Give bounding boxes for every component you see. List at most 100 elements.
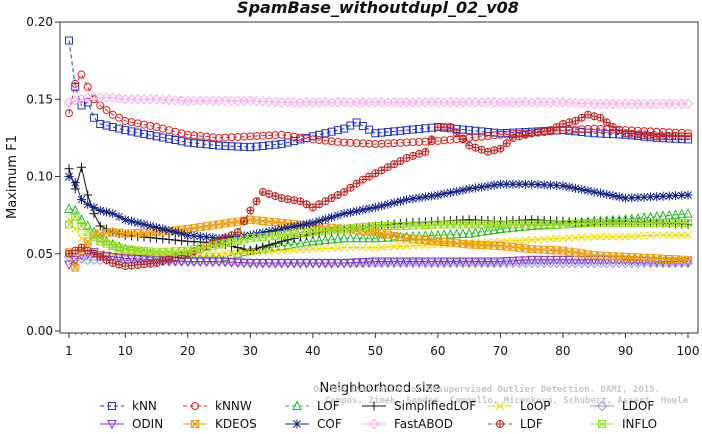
data-point-cof bbox=[564, 182, 574, 192]
data-point-loop bbox=[208, 249, 217, 258]
data-point-knnw bbox=[390, 139, 399, 148]
credit-line-1: On the Evaluation of Unsupervised Outlie… bbox=[313, 384, 660, 395]
legend-label-ldf: LDF bbox=[520, 417, 543, 431]
data-point-knn bbox=[158, 133, 167, 142]
legend-marker-knnw bbox=[191, 402, 199, 410]
data-point-knnw bbox=[290, 132, 299, 141]
data-point-loop bbox=[552, 234, 561, 243]
data-point-lof bbox=[301, 236, 312, 247]
data-point-knnw bbox=[415, 137, 424, 146]
data-point-cof bbox=[508, 179, 518, 189]
legend-item-fastabod: FastABOD bbox=[362, 417, 453, 431]
data-point-knnw bbox=[477, 132, 486, 141]
data-point-loop bbox=[227, 249, 236, 257]
data-point-simplifiedlof bbox=[283, 235, 293, 245]
data-point-lof bbox=[276, 240, 287, 251]
data-point-knn bbox=[102, 121, 111, 130]
data-point-knnw bbox=[221, 133, 230, 142]
data-point-odin bbox=[501, 257, 512, 267]
data-point-loop bbox=[684, 231, 692, 240]
data-point-cof bbox=[395, 196, 405, 206]
data-point-ldf bbox=[502, 139, 511, 148]
legend-label-knn: kNN bbox=[132, 399, 157, 413]
data-point-knn bbox=[483, 128, 492, 137]
data-point-knn bbox=[108, 123, 117, 132]
x-tick-label: 100 bbox=[677, 344, 700, 358]
data-point-lof bbox=[683, 207, 693, 218]
data-point-loop bbox=[377, 243, 386, 252]
data-point-lof bbox=[220, 251, 231, 261]
data-point-lof bbox=[295, 237, 306, 248]
data-point-knnw bbox=[271, 131, 280, 140]
data-point-knn bbox=[371, 129, 380, 138]
legend-item-simplifiedlof: SimplifiedLOF bbox=[362, 399, 476, 413]
data-point-knn bbox=[265, 141, 274, 150]
legend-label-cof: COF bbox=[317, 417, 342, 431]
data-point-cof bbox=[445, 188, 455, 198]
data-point-knn bbox=[196, 139, 205, 148]
data-point-knn bbox=[377, 128, 386, 137]
data-point-loop bbox=[534, 235, 542, 244]
data-point-cof bbox=[102, 207, 112, 217]
data-point-cof bbox=[614, 192, 624, 202]
data-point-cof bbox=[177, 229, 187, 239]
data-point-knn bbox=[596, 129, 605, 138]
data-point-fastabod bbox=[113, 93, 125, 104]
data-point-loop bbox=[308, 245, 317, 253]
data-point-ldf bbox=[246, 206, 255, 215]
data-point-odin bbox=[139, 255, 149, 265]
data-point-cof bbox=[389, 198, 399, 208]
data-point-ldf bbox=[240, 217, 249, 226]
data-point-odin bbox=[251, 259, 262, 269]
data-point-cof bbox=[639, 192, 649, 202]
data-point-knnw bbox=[402, 138, 411, 147]
data-point-knn bbox=[396, 126, 405, 135]
legend-item-odin: ODIN bbox=[100, 417, 163, 431]
data-point-lof bbox=[370, 232, 381, 243]
data-point-ldf bbox=[427, 135, 436, 144]
data-point-knnw bbox=[233, 132, 242, 141]
data-point-loop bbox=[596, 232, 605, 241]
data-point-knnw bbox=[583, 124, 592, 133]
data-point-odin bbox=[508, 256, 518, 267]
data-point-odin bbox=[539, 255, 550, 266]
x-axis: 1 10 20 30 40 50 60 70 80 90 100 bbox=[65, 333, 699, 358]
legend-marker-kdeos bbox=[191, 420, 199, 428]
data-point-lof bbox=[408, 230, 418, 241]
data-point-loop bbox=[402, 242, 411, 250]
data-point-cof bbox=[433, 190, 443, 200]
data-point-odin bbox=[389, 257, 399, 268]
data-point-cof bbox=[139, 219, 149, 229]
legend-item-knnw: kNNW bbox=[183, 399, 252, 413]
data-point-cof bbox=[352, 206, 362, 216]
data-point-ldf bbox=[596, 113, 605, 122]
data-point-loop bbox=[390, 242, 398, 251]
data-point-knnw bbox=[246, 132, 255, 141]
data-point-loop bbox=[621, 232, 630, 241]
data-point-knnw bbox=[377, 139, 386, 148]
data-point-ldf bbox=[421, 147, 430, 156]
data-point-odin bbox=[551, 255, 562, 266]
data-point-cof bbox=[677, 190, 687, 200]
data-point-knn bbox=[477, 127, 486, 136]
data-point-knn bbox=[208, 140, 217, 149]
data-point-cof bbox=[183, 230, 193, 240]
data-point-loop bbox=[527, 235, 536, 244]
y-tick-label: 0.10 bbox=[26, 170, 53, 184]
data-point-ldf bbox=[233, 228, 242, 237]
data-point-lof bbox=[376, 232, 387, 242]
data-point-cof bbox=[502, 179, 512, 189]
data-point-knnw bbox=[133, 119, 142, 128]
data-point-loop bbox=[571, 233, 580, 242]
data-point-odin bbox=[433, 257, 443, 268]
data-point-knn bbox=[65, 36, 73, 45]
data-point-lof bbox=[676, 208, 687, 219]
data-point-cof bbox=[195, 231, 205, 241]
data-point-knnw bbox=[140, 120, 149, 129]
data-point-ldf bbox=[458, 135, 467, 144]
data-point-knn bbox=[583, 128, 592, 137]
data-point-cof bbox=[370, 202, 380, 212]
data-point-loop bbox=[327, 244, 336, 253]
data-point-knn bbox=[383, 128, 392, 137]
data-point-knn bbox=[471, 126, 480, 135]
